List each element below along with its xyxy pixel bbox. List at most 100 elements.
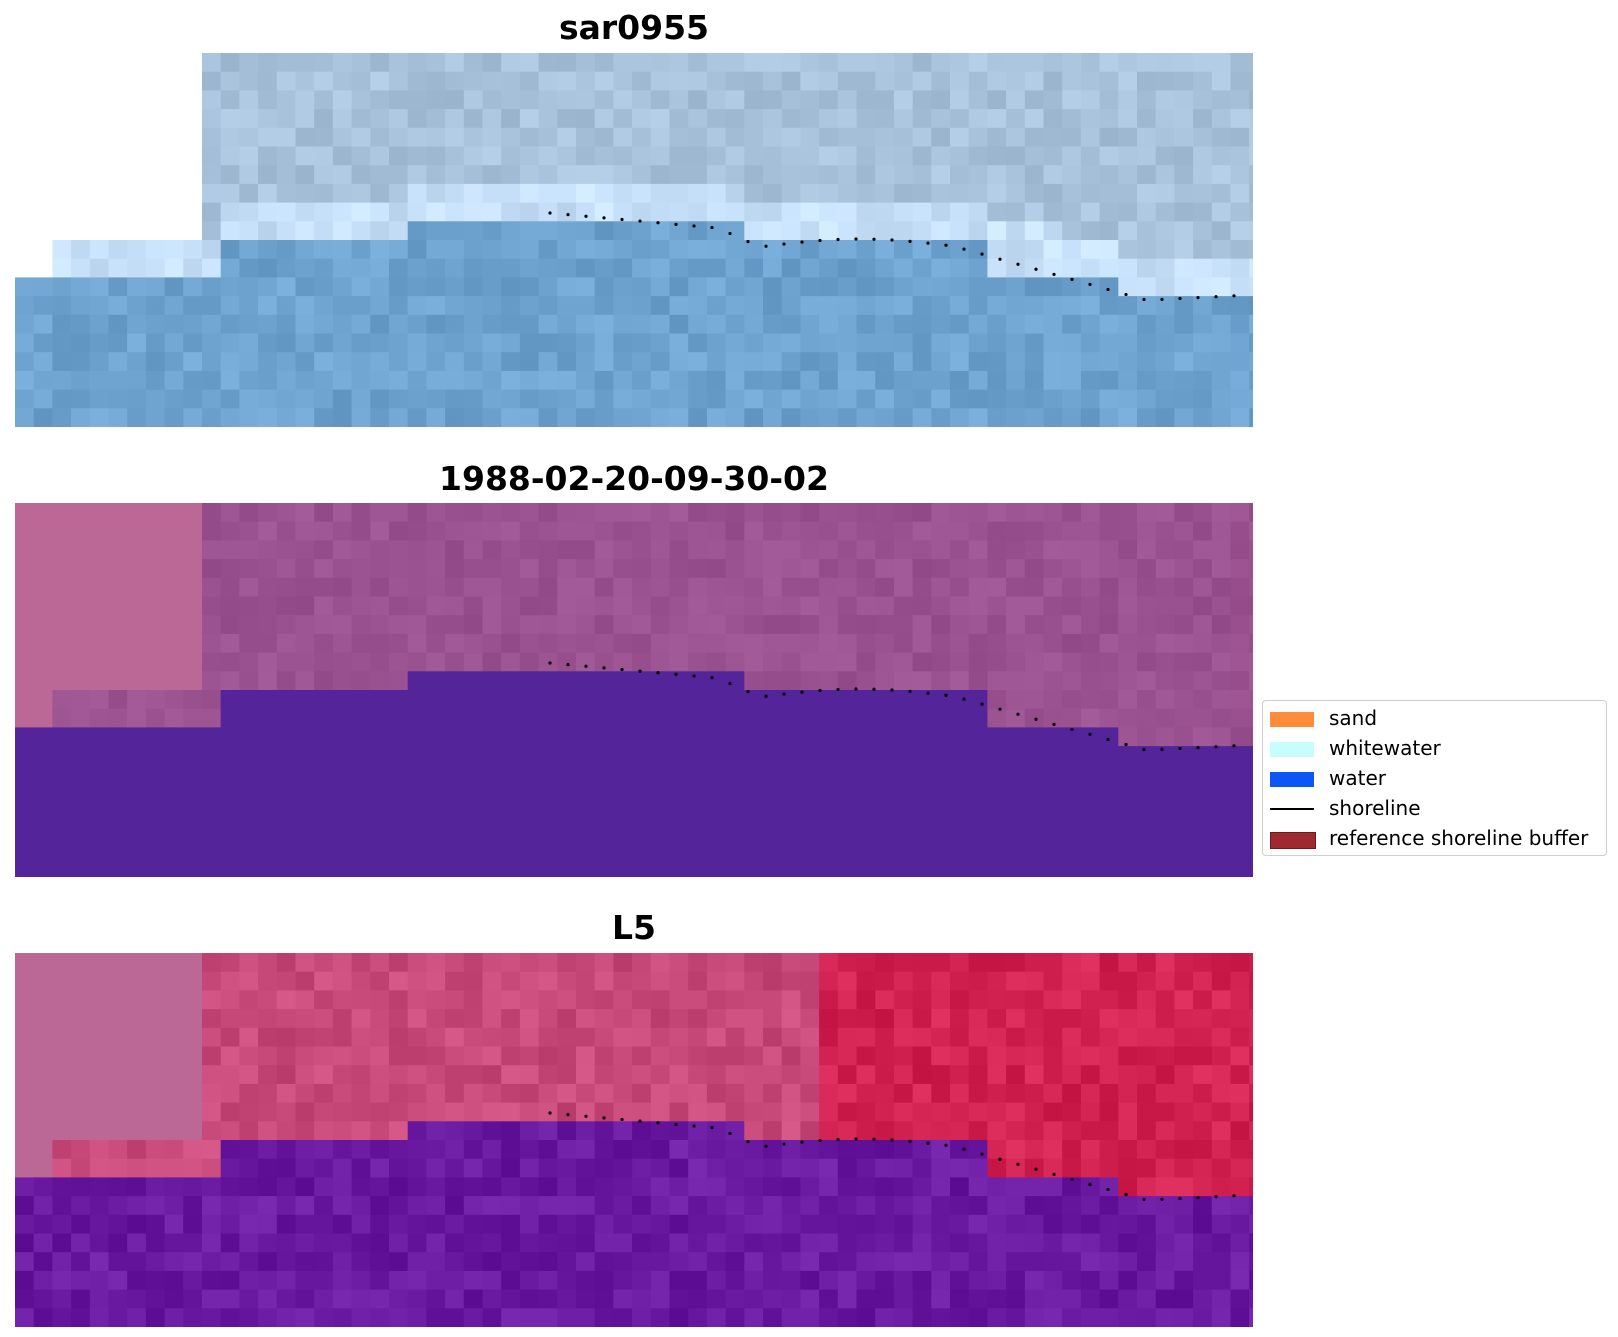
raster-pixel [538,559,558,579]
raster-pixel [127,559,147,579]
raster-pixel [258,202,278,222]
raster-pixel [351,277,371,297]
shoreline-point [1052,272,1056,276]
shoreline-point [1214,1195,1218,1199]
raster-pixel [501,764,521,785]
raster-pixel [987,1233,1007,1253]
raster-pixel [52,633,72,654]
raster-pixel [931,671,951,691]
raster-pixel [632,1233,652,1253]
raster-pixel [1062,783,1082,803]
raster-pixel [1062,127,1082,148]
raster-pixel [725,764,745,785]
raster-pixel [856,258,876,278]
raster-pixel [276,90,297,110]
shoreline-point [1232,744,1236,748]
raster-pixel [1062,521,1082,541]
raster-pixel [426,183,446,204]
raster-pixel [1155,90,1175,110]
raster-pixel [950,370,970,391]
raster-pixel [71,1252,91,1272]
raster-pixel [501,1140,521,1160]
raster-pixel [258,90,278,110]
raster-pixel [706,183,727,204]
raster-pixel [950,1289,970,1309]
raster-pixel [1099,596,1119,616]
raster-pixel [557,839,577,859]
raster-pixel [763,820,783,841]
raster-pixel [519,858,540,877]
raster-pixel [893,521,914,541]
raster-pixel [875,503,895,523]
raster-pixel [650,1140,671,1160]
raster-pixel [258,1196,278,1216]
raster-pixel [89,839,110,859]
raster-pixel [1118,183,1138,204]
raster-pixel [744,1102,764,1122]
raster-pixel [875,1102,895,1122]
raster-pixel [1099,820,1119,841]
raster-pixel [893,727,914,747]
raster-pixel [763,277,783,297]
raster-pixel [594,1065,614,1085]
raster-pixel [1043,183,1063,204]
raster-pixel [482,314,502,335]
raster-pixel [1080,183,1101,204]
raster-pixel [650,1158,671,1178]
raster-pixel [89,1140,110,1160]
raster-pixel [912,1233,932,1253]
raster-pixel [669,746,689,766]
raster-pixel [763,109,783,129]
raster-pixel [688,1177,708,1197]
raster-pixel [763,727,783,747]
raster-pixel [276,820,297,841]
raster-pixel [1174,240,1194,260]
raster-pixel [33,1009,53,1029]
raster-pixel [781,352,801,372]
raster-pixel [1006,540,1026,560]
raster-pixel [445,858,465,877]
raster-pixel [706,1083,727,1104]
raster-pixel [1118,839,1138,859]
raster-pixel [987,221,1007,241]
raster-pixel [1137,1270,1157,1291]
raster-pixel [276,1158,297,1178]
raster-pixel [837,314,858,335]
raster-pixel [370,671,390,691]
raster-pixel [332,352,353,372]
raster-pixel [482,221,502,241]
raster-pixel [1043,746,1063,766]
raster-pixel [650,671,671,691]
raster-pixel [725,146,745,166]
raster-pixel [1080,314,1101,335]
raster-pixel [538,352,558,372]
raster-pixel [1174,1102,1194,1122]
raster-pixel [1062,71,1082,91]
raster-pixel [837,277,858,297]
raster-pixel [650,258,671,278]
raster-pixel [332,727,353,747]
raster-pixel [706,727,727,747]
raster-pixel [314,971,334,991]
raster-pixel [744,764,764,785]
raster-pixel [389,1308,409,1327]
raster-pixel [912,1083,932,1104]
raster-pixel [1137,1308,1157,1327]
raster-pixel [950,1308,970,1327]
raster-pixel [557,953,577,973]
raster-pixel [688,408,708,427]
raster-pixel [314,1140,334,1160]
raster-pixel [968,708,988,728]
raster-pixel [1099,183,1119,204]
raster-pixel [351,820,371,841]
raster-pixel [987,1009,1007,1029]
raster-pixel [332,1214,353,1235]
raster-pixel [108,1196,128,1216]
raster-pixel [276,1177,297,1197]
raster-pixel [763,221,783,241]
raster-pixel [987,783,1007,803]
raster-pixel [688,540,708,560]
raster-pixel [426,71,446,91]
raster-pixel [706,240,727,260]
raster-pixel [463,1046,484,1066]
